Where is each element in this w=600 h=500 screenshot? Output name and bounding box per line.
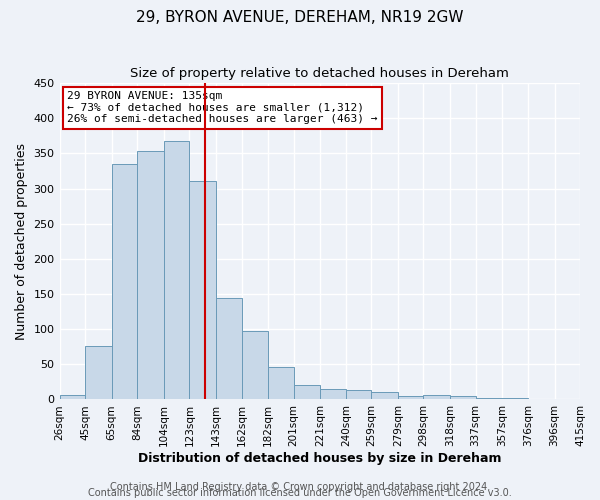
Bar — [242, 330, 268, 400]
Text: 29 BYRON AVENUE: 135sqm
← 73% of detached houses are smaller (1,312)
26% of semi: 29 BYRON AVENUE: 135sqm ← 73% of detache… — [67, 91, 378, 124]
Bar — [268, 367, 293, 400]
Bar — [85, 346, 112, 400]
Bar — [450, 396, 476, 400]
Bar — [554, 399, 580, 400]
Bar — [398, 396, 424, 400]
Bar — [112, 164, 137, 400]
Title: Size of property relative to detached houses in Dereham: Size of property relative to detached ho… — [130, 68, 509, 80]
Bar — [346, 390, 371, 400]
Bar — [59, 394, 85, 400]
Bar — [190, 182, 216, 400]
Text: Contains HM Land Registry data © Crown copyright and database right 2024.: Contains HM Land Registry data © Crown c… — [110, 482, 490, 492]
X-axis label: Distribution of detached houses by size in Dereham: Distribution of detached houses by size … — [138, 452, 502, 465]
Bar — [293, 384, 320, 400]
Bar — [528, 399, 554, 400]
Text: Contains public sector information licensed under the Open Government Licence v3: Contains public sector information licen… — [88, 488, 512, 498]
Text: 29, BYRON AVENUE, DEREHAM, NR19 2GW: 29, BYRON AVENUE, DEREHAM, NR19 2GW — [136, 10, 464, 25]
Bar — [502, 398, 528, 400]
Bar — [476, 398, 502, 400]
Bar — [164, 140, 190, 400]
Bar — [371, 392, 398, 400]
Bar — [137, 150, 164, 400]
Bar — [216, 298, 242, 400]
Bar — [320, 389, 346, 400]
Y-axis label: Number of detached properties: Number of detached properties — [15, 143, 28, 340]
Bar — [424, 395, 450, 400]
